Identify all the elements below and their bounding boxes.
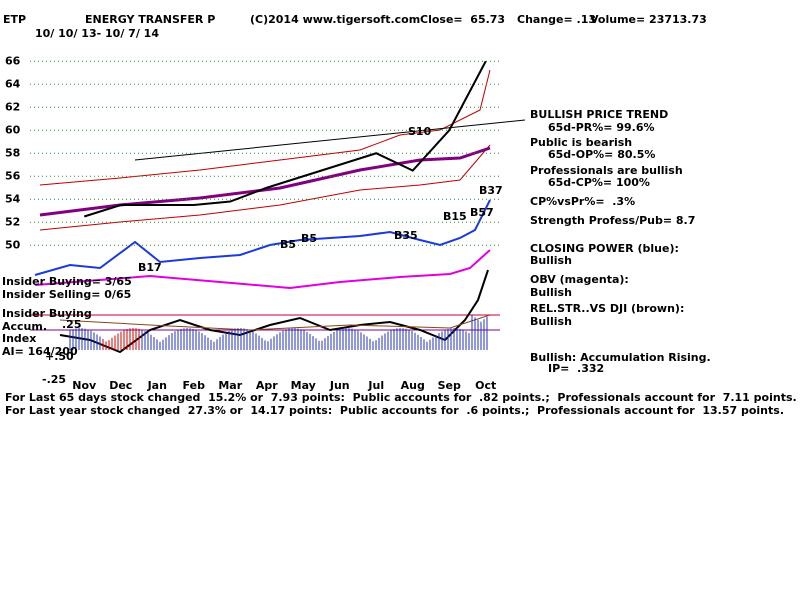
obv (34, 249, 491, 290)
date-range: 10/ 10/ 13- 10/ 7/ 14 (35, 27, 159, 40)
x-tick-label: Nov (72, 379, 97, 392)
y-tick-label: 58 (5, 146, 20, 159)
signal-label: B35 (394, 229, 418, 242)
x-tick-label: Jun (329, 379, 350, 392)
closing-power (34, 199, 491, 276)
status-note: Bullish: Accumulation Rising. (530, 351, 711, 364)
signal-label: B5 (301, 232, 317, 245)
accumulation (59, 269, 489, 354)
footer-line: For Last 65 days stock changed 15.2% or … (5, 391, 797, 404)
rel-strength (59, 314, 491, 331)
volume: Volume= 23713.73 (590, 13, 707, 26)
status-note: Bullish (530, 286, 572, 299)
symbol: ETP (3, 13, 26, 26)
y-tick-label: 50 (5, 238, 21, 251)
status-note: Strength Profess/Pub= 8.7 (530, 214, 695, 227)
status-note: REL.STR..VS DJI (brown): (530, 302, 684, 315)
status-note: Bullish (530, 254, 572, 267)
status-note: 65d-PR%= 99.6% (548, 121, 655, 134)
signal-label: B17 (138, 261, 162, 274)
insider-note: Insider Buying (2, 307, 92, 320)
y-tick-label: 56 (5, 169, 21, 182)
x-tick-label: Aug (401, 379, 425, 392)
status-note: BULLISH PRICE TREND (530, 108, 668, 121)
signal-label: S10 (408, 125, 432, 138)
status-note: CLOSING POWER (blue): (530, 242, 679, 255)
x-tick-label: May (291, 379, 316, 392)
status-note: OBV (magenta): (530, 273, 629, 286)
price-line (83, 60, 487, 218)
y-tick-label: 60 (5, 123, 21, 136)
stock-name: ENERGY TRANSFER P (85, 13, 215, 26)
x-tick-label: Oct (475, 379, 496, 392)
y-tick-label: 52 (5, 215, 20, 228)
signal-label: B15 (443, 210, 467, 223)
status-note: Professionals are bullish (530, 164, 683, 177)
x-tick-label: Mar (218, 379, 242, 392)
insider-note: AI= 164/200 (2, 345, 78, 358)
status-note: 65d-CP%= 100% (548, 176, 650, 189)
upper-band (39, 69, 491, 186)
trend-line (134, 119, 526, 161)
insider-note: Accum. (2, 320, 47, 333)
status-note: 65d-OP%= 80.5% (548, 148, 655, 161)
signal-label: B5 (280, 238, 296, 251)
x-tick-label: Feb (183, 379, 206, 392)
x-tick-label: Apr (256, 379, 278, 392)
signal-label: B37 (479, 184, 503, 197)
status-note: Public is bearish (530, 136, 632, 149)
lower-axis-label: .25 (62, 318, 82, 331)
source: (C)2014 www.tigersoft.com (250, 13, 420, 26)
x-tick-label: Sep (438, 379, 461, 392)
status-note: CP%vsPr%= .3% (530, 195, 635, 208)
moving-average (39, 146, 491, 217)
signal-label: B57 (470, 206, 494, 219)
footer-line: For Last year stock changed 27.3% or 14.… (5, 404, 784, 417)
status-note: Bullish (530, 315, 572, 328)
lower-axis-label: -.25 (42, 373, 66, 386)
y-tick-label: 64 (5, 77, 21, 90)
y-tick-label: 54 (5, 192, 21, 205)
status-note: IP= .332 (548, 362, 604, 375)
x-tick-label: Dec (109, 379, 132, 392)
insider-note: Insider Selling= 0/65 (2, 288, 131, 301)
insider-note: Insider Buying= 3/65 (2, 275, 132, 288)
y-tick-label: 62 (5, 100, 20, 113)
lower-band (39, 144, 491, 231)
x-tick-label: Jan (147, 379, 167, 392)
x-tick-label: Jul (367, 379, 384, 392)
close: Close= 65.73 (420, 13, 505, 26)
change: Change= .13 (517, 13, 596, 26)
y-tick-label: 66 (5, 54, 21, 67)
lower-axis-label: +.50 (45, 350, 74, 363)
insider-note: Index (2, 332, 36, 345)
